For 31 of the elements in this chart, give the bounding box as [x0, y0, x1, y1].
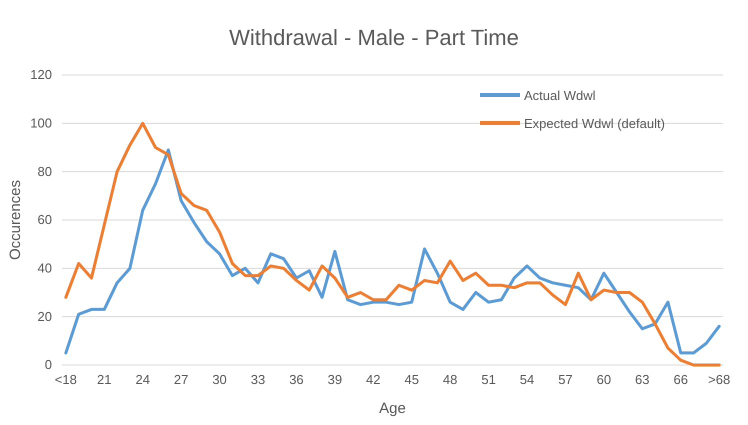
y-tick-label: 100 — [30, 115, 52, 130]
x-axis-title: Age — [379, 400, 406, 417]
legend-label: Actual Wdwl — [524, 88, 596, 103]
line-series — [64, 148, 721, 354]
x-tick-label: 27 — [174, 372, 188, 388]
x-tick-label: 66 — [673, 372, 688, 388]
x-tick-label: 48 — [442, 372, 458, 388]
x-tick-label: 51 — [481, 372, 496, 388]
x-tick-label: 63 — [635, 372, 650, 388]
x-tick-label: 45 — [404, 372, 419, 388]
x-tick-label: <18 — [54, 372, 77, 388]
y-tick-label: 0 — [44, 357, 52, 372]
x-tick-label: 21 — [97, 372, 112, 388]
y-tick-label: 40 — [38, 260, 52, 276]
x-tick-label: 36 — [289, 372, 304, 388]
x-tick-label: >68 — [708, 372, 730, 388]
x-tick-label: 39 — [328, 372, 342, 388]
x-tick-label: 33 — [250, 372, 266, 388]
y-axis-title: Occurences — [7, 180, 24, 260]
y-tick-label: 20 — [38, 308, 52, 324]
legend-label: Expected Wdwl (default) — [524, 116, 665, 131]
y-tick-label: 60 — [38, 212, 52, 228]
x-tick-label: 42 — [366, 372, 381, 388]
x-tick-label: 24 — [135, 372, 150, 388]
x-tick-label: 60 — [596, 372, 612, 388]
x-tick-label: 54 — [520, 372, 534, 388]
x-tick-label: 57 — [558, 372, 573, 388]
y-tick-label: 120 — [30, 67, 52, 82]
chart-title: Withdrawal - Male - Part Time — [229, 25, 519, 50]
y-tick-label: 80 — [38, 164, 52, 179]
x-tick-label: 30 — [212, 372, 227, 388]
